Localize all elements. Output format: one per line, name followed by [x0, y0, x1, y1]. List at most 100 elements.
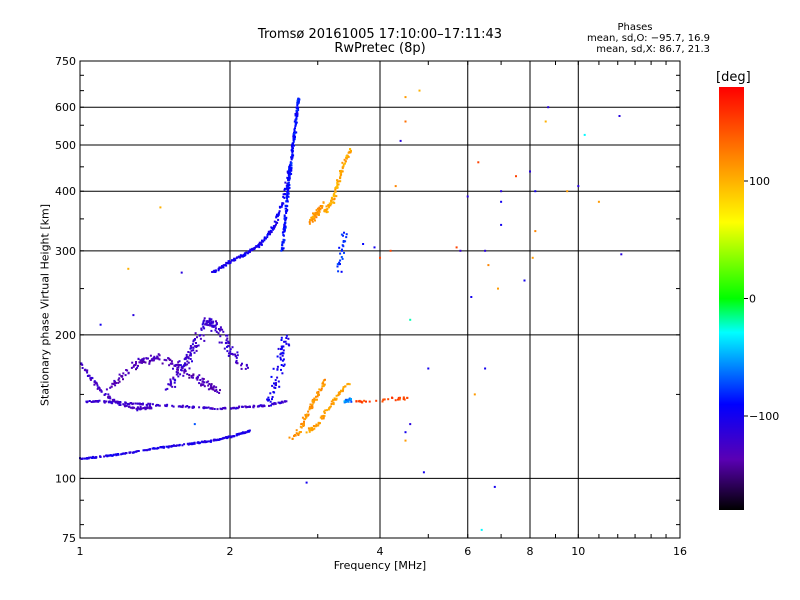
data-point: [248, 405, 251, 408]
data-point: [125, 452, 127, 454]
data-point: [391, 396, 393, 399]
data-point: [341, 244, 344, 247]
data-point: [216, 408, 219, 411]
data-point: [252, 247, 255, 250]
data-point: [317, 393, 320, 396]
data-point: [219, 389, 221, 392]
data-point: [236, 256, 238, 259]
data-point: [308, 221, 311, 223]
data-point: [315, 395, 317, 398]
data-point: [347, 400, 350, 403]
data-point: [128, 451, 131, 454]
data-point: [281, 204, 284, 206]
data-point: [236, 433, 239, 436]
data-point: [113, 379, 116, 382]
data-point: [263, 404, 265, 407]
data-point: [156, 355, 159, 358]
data-point: [286, 188, 289, 191]
data-point: [136, 409, 139, 412]
data-point: [399, 396, 401, 399]
data-point: [493, 485, 496, 488]
data-point: [170, 445, 173, 448]
data-point: [207, 388, 210, 391]
data-point: [132, 402, 135, 405]
data-point: [81, 363, 84, 366]
data-point: [293, 130, 296, 132]
data-point: [287, 184, 289, 187]
data-point: [130, 366, 133, 369]
data-point: [284, 210, 287, 213]
data-point: [195, 342, 197, 344]
data-point: [149, 407, 152, 409]
data-point: [344, 240, 347, 243]
data-point: [235, 361, 237, 364]
data-point: [229, 260, 232, 263]
data-point: [342, 234, 344, 237]
data-point: [196, 377, 198, 380]
data-point: [295, 109, 298, 112]
data-point: [311, 403, 314, 406]
data-point: [455, 246, 458, 249]
data-point: [296, 108, 299, 111]
data-point: [184, 364, 187, 367]
data-point: [282, 349, 285, 352]
data-point: [156, 446, 159, 449]
data-point: [293, 128, 296, 131]
data-point: [149, 354, 152, 357]
data-point: [255, 245, 258, 248]
data-point: [295, 429, 298, 432]
data-point: [339, 252, 342, 255]
data-point: [252, 404, 255, 407]
data-point: [347, 382, 350, 385]
x-tick-label: 1: [77, 545, 84, 558]
data-point: [515, 175, 517, 178]
data-point: [281, 372, 284, 375]
data-point: [286, 200, 289, 203]
data-point: [288, 177, 291, 180]
data-point: [277, 380, 280, 383]
data-point: [232, 435, 235, 438]
data-point: [306, 413, 308, 416]
data-point: [313, 397, 316, 400]
data-point: [229, 435, 232, 438]
data-point: [141, 358, 144, 361]
data-point: [141, 361, 144, 364]
data-point: [210, 383, 213, 386]
data-point: [208, 383, 211, 385]
data-point: [328, 407, 331, 410]
data-point: [263, 238, 266, 241]
data-point: [399, 139, 402, 142]
data-point: [340, 171, 343, 174]
data-point: [103, 455, 106, 458]
data-point: [338, 246, 341, 249]
data-point: [231, 259, 233, 262]
data-point: [288, 167, 291, 170]
data-point: [281, 354, 284, 357]
data-point: [99, 455, 102, 458]
data-point: [226, 345, 228, 348]
data-point: [240, 254, 243, 257]
data-point: [215, 389, 218, 391]
data-point: [185, 353, 188, 356]
data-point: [330, 196, 333, 199]
data-point: [192, 376, 194, 379]
data-point: [302, 423, 305, 426]
data-point: [117, 378, 120, 381]
data-point: [169, 362, 172, 365]
data-point: [300, 423, 303, 426]
data-point: [202, 320, 205, 323]
data-point: [214, 269, 217, 272]
data-point: [287, 192, 290, 195]
data-point: [147, 402, 150, 405]
data-point: [205, 441, 208, 443]
data-point: [200, 440, 203, 443]
data-point: [210, 324, 213, 327]
data-point: [291, 151, 294, 154]
data-point: [171, 444, 174, 447]
data-point: [152, 357, 155, 359]
data-point: [281, 401, 284, 404]
data-point: [336, 186, 339, 189]
data-point: [315, 216, 318, 219]
data-point: [308, 408, 311, 411]
data-point: [170, 360, 173, 363]
